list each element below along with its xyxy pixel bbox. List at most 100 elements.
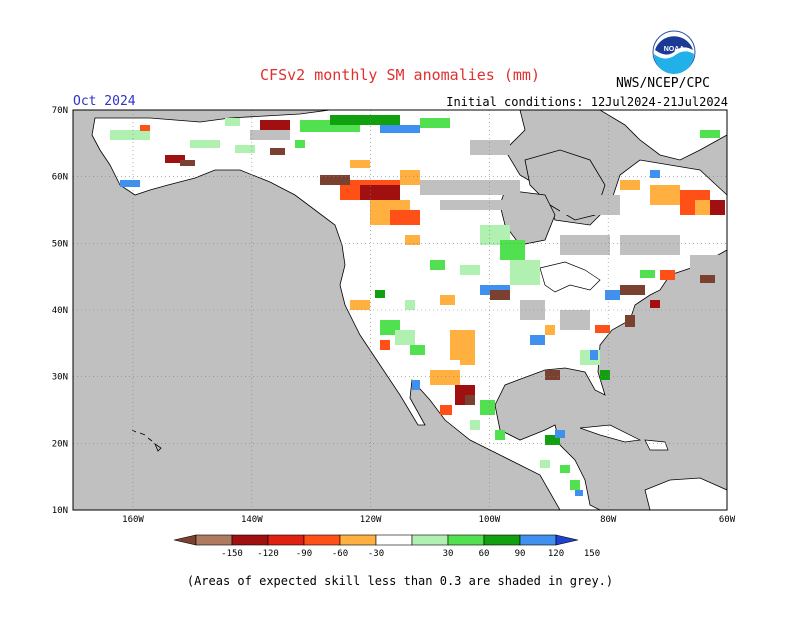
hispaniola-island [644, 439, 669, 451]
lat-label: 50N [52, 239, 68, 249]
lat-label: 20N [52, 439, 68, 449]
anomaly-cell [350, 160, 370, 168]
colorbar-segment [267, 534, 305, 546]
anomaly-cell [270, 148, 285, 155]
anomaly-cell [260, 120, 290, 130]
anomaly-cell [430, 260, 445, 270]
initial-conditions: Initial conditions: 12Jul2024-21Jul2024 [446, 95, 728, 109]
anomaly-cell [190, 140, 220, 148]
anomaly-cell [380, 125, 420, 133]
anomaly-cell [420, 118, 450, 128]
lon-label: 160W [122, 515, 144, 525]
lat-label: 10N [52, 506, 68, 516]
anomaly-cell [560, 465, 570, 473]
colorbar-right-arrow [555, 534, 579, 546]
forecast-month: Oct 2024 [73, 94, 136, 109]
anomaly-cell [250, 130, 290, 140]
anomaly-cell [120, 180, 140, 187]
anomaly-cell [400, 170, 420, 185]
anomaly-cell [180, 160, 195, 166]
anomaly-cell [660, 270, 675, 280]
anomaly-cell [410, 345, 425, 355]
footnote: (Areas of expected skill less than 0.3 a… [186, 574, 614, 588]
anomaly-cell [625, 315, 635, 327]
anomaly-cell [320, 175, 350, 185]
lon-label: 80W [600, 515, 617, 525]
anomaly-cell [520, 300, 545, 320]
lon-label: 100W [479, 515, 501, 525]
anomaly-cell [560, 195, 620, 215]
colorbar-tick-label: 90 [515, 549, 526, 559]
colorbar-segment [339, 534, 377, 546]
anomaly-cell [350, 300, 370, 310]
anomaly-cell [700, 275, 715, 283]
latitude-labels: 70N 60N 50N 40N 30N 20N 10N [52, 106, 68, 516]
colorbar-tick-label: -150 [221, 549, 243, 559]
anomaly-cell [360, 185, 400, 200]
anomaly-cell [540, 460, 550, 468]
colorbar-segment [195, 534, 233, 546]
anomaly-cell [440, 405, 452, 415]
anomaly-cell [690, 255, 725, 270]
anomaly-cell [555, 430, 565, 438]
colorbar: -150 -120 -90 -60 -30 30 60 90 120 150 [173, 534, 600, 559]
colorbar-tick-label: 120 [548, 549, 564, 559]
anomaly-cell [650, 300, 660, 308]
anomaly-cell [140, 125, 150, 131]
anomaly-cell [330, 115, 400, 125]
anomaly-cell [295, 140, 305, 148]
anomaly-cell [510, 260, 540, 285]
anomaly-cell [235, 145, 255, 153]
anomaly-cell [440, 295, 455, 305]
noaa-logo-icon: NOAA [652, 30, 696, 74]
colorbar-segment [375, 534, 413, 546]
anomaly-cell [460, 265, 480, 275]
anomaly-cell [570, 480, 580, 490]
anomaly-cell [405, 235, 420, 245]
lat-label: 70N [52, 106, 68, 116]
anomaly-cell [545, 435, 560, 445]
anomaly-cell [595, 325, 610, 333]
colorbar-tick-label: 60 [479, 549, 490, 559]
lat-label: 30N [52, 373, 68, 383]
colorbar-tick-label: -60 [332, 549, 348, 559]
anomaly-cell [620, 180, 640, 190]
plot-border [72, 109, 728, 511]
anomaly-cell [710, 200, 725, 215]
south-america-land [644, 477, 727, 510]
anomaly-cell [460, 345, 475, 365]
anomaly-cell [110, 130, 150, 140]
colorbar-tick-label: -120 [257, 549, 279, 559]
anomaly-cell [545, 370, 560, 380]
colorbar-segment [519, 534, 557, 546]
anomaly-cell [560, 310, 590, 330]
colorbar-segment [303, 534, 341, 546]
anomaly-cell [225, 118, 240, 126]
anomaly-cell [405, 300, 415, 310]
longitude-labels: 160W 140W 120W 100W 80W 60W [122, 515, 736, 525]
colorbar-segment [447, 534, 485, 546]
anomaly-cell [165, 155, 185, 163]
anomaly-cell [650, 185, 680, 205]
anomaly-cell [470, 420, 480, 430]
lon-label: 120W [360, 515, 382, 525]
anomaly-cell [575, 490, 583, 496]
chart-title: CFSv2 monthly SM anomalies (mm) [260, 66, 540, 84]
lon-label: 60W [719, 515, 736, 525]
colorbar-tick-label: -90 [296, 549, 312, 559]
anomaly-cell [620, 285, 645, 295]
anomaly-cell [500, 240, 525, 260]
anomaly-cell [420, 180, 520, 195]
anomaly-cell [470, 140, 510, 155]
anomaly-cell [620, 235, 680, 255]
anomaly-cell [560, 235, 610, 255]
anomaly-cell [390, 210, 420, 225]
anomaly-cell [600, 370, 610, 380]
cuba-island [579, 424, 642, 443]
anomaly-patches [110, 115, 725, 496]
anomaly-cell [605, 290, 620, 300]
lon-label: 140W [241, 515, 263, 525]
colorbar-segment [483, 534, 521, 546]
anomaly-cell [375, 290, 385, 298]
